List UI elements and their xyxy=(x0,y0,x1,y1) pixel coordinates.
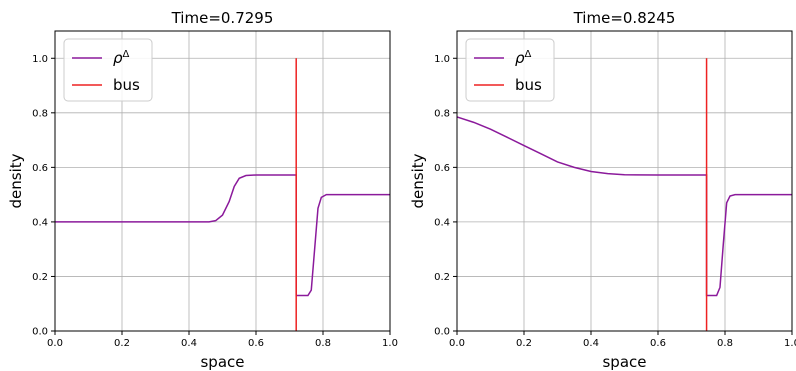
x-tick-label: 0.8 xyxy=(717,338,733,349)
y-tick-label: 1.0 xyxy=(434,54,450,65)
plot-frame xyxy=(456,30,793,332)
y-tick-label: 0.4 xyxy=(434,217,450,228)
y-tick-label: 0.2 xyxy=(434,272,450,283)
y-tick-label: 0.6 xyxy=(32,163,48,174)
y-tick-label: 0.8 xyxy=(32,108,48,119)
x-tick-label: 0.2 xyxy=(114,338,130,349)
panel-1: 0.0 0.2 0.4 0.6 0.8 1.0 0.0 0.2 0.4 0.6 0.8 1.0 Time… xyxy=(7,9,398,371)
x-tick-label: 0.0 xyxy=(449,338,465,349)
panel-2: 0.0 0.2 0.4 0.6 0.8 1.0 0.0 0.2 0.4 0.6 0.8 1.0 Time… xyxy=(409,9,796,371)
legend-label: ρΔ xyxy=(515,49,532,67)
plot-frame xyxy=(54,30,391,332)
x-axis-label: space xyxy=(602,353,646,371)
y-axis-label: density xyxy=(7,153,25,208)
x-tick-label: 0.0 xyxy=(47,338,63,349)
x-axis-label: space xyxy=(200,353,244,371)
y-tick-label: 0.6 xyxy=(434,163,450,174)
series-line-rho xyxy=(456,116,792,297)
series-line-rho xyxy=(55,174,390,297)
y-tick-label: 0.0 xyxy=(32,327,48,338)
x-tick-label: 0.6 xyxy=(650,338,666,349)
x-tick-label: 1.0 xyxy=(382,338,398,349)
x-tick-label: 0.4 xyxy=(583,338,599,349)
y-tick-label: 0.4 xyxy=(32,217,48,228)
chart-title: Time=0.8245 xyxy=(573,9,676,27)
x-tick-label: 0.2 xyxy=(516,338,532,349)
x-tick-label: 0.8 xyxy=(315,338,331,349)
y-tick-label: 0.2 xyxy=(32,272,48,283)
y-tick-label: 1.0 xyxy=(32,54,48,65)
legend-label: bus xyxy=(515,76,542,94)
legend-label: ρΔ xyxy=(113,49,130,67)
chart-title: Time=0.7295 xyxy=(171,9,274,27)
x-tick-label: 1.0 xyxy=(784,338,796,349)
legend-label: bus xyxy=(113,76,140,94)
x-tick-label: 0.4 xyxy=(181,338,197,349)
y-tick-label: 0.0 xyxy=(434,327,450,338)
x-tick-label: 0.6 xyxy=(248,338,264,349)
y-axis-label: density xyxy=(409,153,427,208)
y-tick-label: 0.8 xyxy=(434,108,450,119)
